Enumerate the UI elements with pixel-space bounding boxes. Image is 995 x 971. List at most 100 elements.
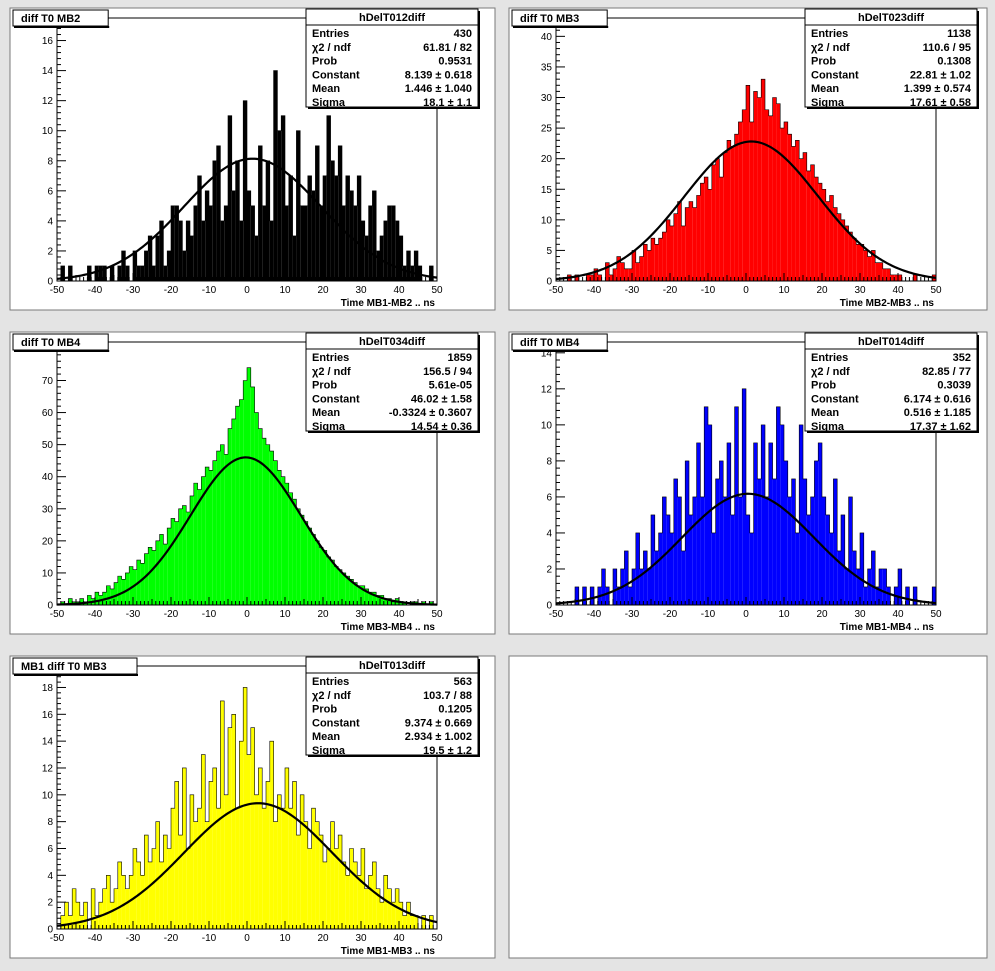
histogram-bar	[357, 875, 361, 929]
histogram-bar	[190, 495, 194, 605]
histogram-bar	[178, 835, 183, 929]
histogram-bar	[825, 201, 830, 281]
histogram-bar	[818, 442, 822, 605]
stats-box: hDelT014diff Entries 352 χ2 / ndf 82.85 / 77…	[804, 332, 979, 433]
histogram-bar	[662, 496, 667, 605]
stats-name: Sigma	[811, 421, 845, 433]
histogram-bar	[692, 207, 697, 281]
histogram-bar	[60, 915, 65, 929]
histogram-bar	[429, 915, 434, 929]
histogram-bar	[342, 861, 346, 929]
y-tick-label: 0	[47, 925, 53, 936]
x-tick-label: 50	[431, 933, 443, 944]
histogram-bar	[269, 220, 274, 281]
histogram-bar	[330, 821, 335, 929]
histogram-bar	[186, 848, 190, 929]
x-tick-label: -30	[625, 285, 640, 296]
x-tick-label: 10	[279, 609, 291, 620]
x-tick-label: 0	[743, 285, 749, 296]
y-tick-label: 10	[541, 420, 553, 431]
histogram-bar	[125, 888, 130, 929]
x-tick-label: 10	[778, 609, 790, 620]
histogram-bar	[117, 265, 122, 281]
histogram-bar	[254, 794, 259, 929]
histogram-bar	[182, 250, 187, 281]
histogram-bar	[639, 568, 644, 605]
histogram-bar	[167, 250, 171, 281]
histogram-bar	[361, 585, 365, 605]
histogram-bar	[110, 265, 114, 281]
histogram-bar	[155, 821, 160, 929]
stats-name: Entries	[312, 28, 349, 40]
histogram-bar	[174, 521, 179, 605]
histogram-bar	[860, 244, 864, 281]
histogram-bar	[315, 540, 320, 605]
stats-name: χ2 / ndf	[312, 366, 351, 378]
histogram-bar	[768, 442, 773, 605]
histogram-bar	[205, 467, 209, 605]
x-tick-label: 0	[244, 609, 250, 620]
stats-value: 46.02 ± 1.58	[411, 393, 472, 405]
x-tick-label: 30	[355, 933, 367, 944]
y-tick-label: 20	[42, 536, 54, 547]
histogram-bar	[353, 861, 358, 929]
histogram-bar	[239, 399, 244, 605]
histogram-bar	[288, 492, 293, 605]
y-axis: 0 2 4 6 8 10 12 14 16 18	[42, 665, 66, 936]
pad-title: diff T0 MB4	[12, 333, 110, 352]
histogram-bar	[658, 532, 663, 605]
x-tick-label: 20	[816, 285, 828, 296]
histogram-bar	[746, 85, 750, 281]
stats-value: 22.81 ± 1.02	[910, 69, 971, 81]
histogram-bar	[932, 586, 936, 605]
stats-value: 2.934 ± 1.002	[405, 731, 472, 743]
histogram-bar	[647, 250, 651, 281]
histogram-bar	[254, 412, 259, 605]
histogram-bar	[795, 140, 800, 281]
histogram-bar	[205, 821, 209, 929]
histogram-bar	[867, 568, 872, 605]
histogram-bar	[749, 121, 754, 281]
histogram-bar	[193, 821, 198, 929]
histogram-bar	[399, 902, 403, 929]
stats-value: 0.1205	[438, 704, 472, 716]
x-tick-label: 40	[393, 933, 405, 944]
histogram-bar	[575, 274, 579, 281]
histogram-bar	[643, 550, 648, 605]
histogram-bar	[753, 91, 758, 281]
histogram-bar	[315, 821, 320, 929]
stats-name: Entries	[312, 676, 349, 688]
histogram-bar	[418, 265, 422, 281]
y-tick-label: 16	[42, 36, 54, 47]
histogram-bar	[243, 687, 247, 929]
stats-value: 1859	[448, 352, 472, 364]
histogram-bar	[239, 741, 244, 929]
stats-name: Prob	[312, 380, 337, 392]
histogram-bar	[239, 220, 244, 281]
x-tick-label: -20	[663, 285, 678, 296]
histogram-bar	[300, 794, 304, 929]
histogram-bar	[243, 100, 247, 282]
histogram-pad-3: -50 -40 -30 -20 -10 0 10 20 30 40 50 Time MB3-MB4 .…	[12, 332, 480, 633]
histogram-bar	[342, 572, 346, 605]
histogram-bar	[575, 586, 579, 605]
histogram-bar	[307, 848, 312, 929]
stats-name: χ2 / ndf	[312, 42, 351, 54]
histogram-bar	[273, 70, 278, 281]
x-tick-label: 50	[431, 285, 443, 296]
histogram-bar	[795, 532, 800, 605]
gaussian-fit-curve	[555, 140, 937, 281]
histogram-bar	[886, 586, 891, 605]
y-tick-label: 0	[546, 277, 552, 288]
histogram-bar	[822, 189, 826, 281]
histogram-bar	[228, 428, 232, 605]
stats-name: Prob	[811, 380, 836, 392]
histogram-bar	[212, 460, 217, 605]
histogram-bar	[353, 205, 358, 281]
histogram-bar	[871, 550, 876, 605]
histogram-bar	[95, 592, 99, 605]
histogram-bar	[402, 915, 407, 929]
x-tick-label: 50	[431, 609, 443, 620]
x-tick-label: -50	[50, 933, 65, 944]
histogram-bar	[860, 532, 864, 605]
